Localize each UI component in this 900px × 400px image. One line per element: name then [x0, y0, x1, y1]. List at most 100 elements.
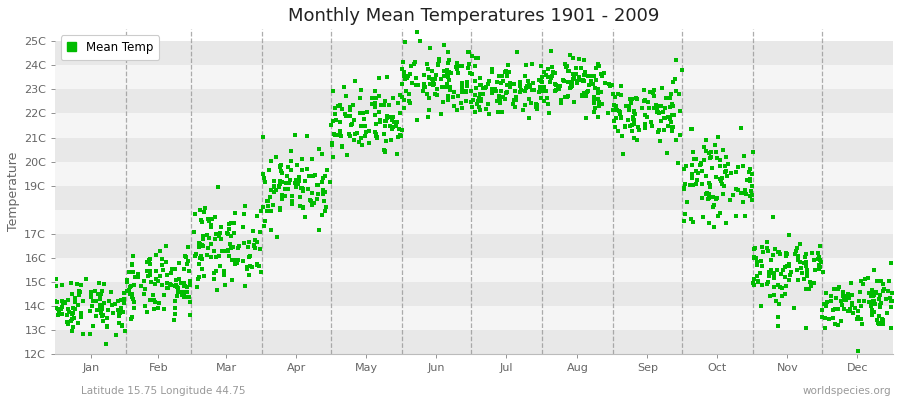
Point [490, 98, 504, 105]
Point [719, 220, 733, 226]
Point [521, 78, 535, 85]
Point [379, 118, 393, 124]
Point [872, 292, 886, 299]
Point [267, 178, 282, 184]
Point [539, 72, 554, 78]
Point [328, 105, 343, 112]
Point [293, 185, 308, 191]
Point [724, 170, 738, 176]
Point [55, 304, 69, 310]
Point [485, 66, 500, 73]
Bar [55, 330, 893, 354]
Point [344, 122, 358, 128]
Point [508, 81, 522, 87]
Point [304, 198, 319, 204]
Point [65, 310, 79, 316]
Point [462, 48, 476, 55]
Point [454, 100, 468, 106]
Point [501, 62, 516, 68]
Point [734, 190, 749, 196]
Point [252, 229, 266, 235]
Point [614, 115, 628, 122]
Point [834, 317, 849, 324]
Point [513, 83, 527, 89]
Point [325, 140, 339, 146]
Point [473, 82, 488, 88]
Point [713, 176, 727, 182]
Point [750, 259, 764, 265]
Point [202, 218, 216, 224]
Point [574, 93, 589, 99]
Point [548, 81, 562, 87]
Point [74, 310, 88, 316]
Point [127, 305, 141, 312]
Point [652, 102, 667, 109]
Point [729, 185, 743, 192]
Point [636, 87, 651, 94]
Point [572, 56, 586, 62]
Point [137, 291, 151, 298]
Point [402, 98, 417, 104]
Point [554, 83, 568, 89]
Point [94, 306, 109, 312]
Point [253, 245, 267, 252]
Point [161, 285, 176, 292]
Point [212, 233, 226, 239]
Point [749, 255, 763, 262]
Point [500, 73, 515, 79]
Point [695, 181, 709, 188]
Point [422, 95, 436, 101]
Point [393, 132, 408, 139]
Point [331, 132, 346, 138]
Point [590, 90, 605, 96]
Point [204, 222, 219, 229]
Point [669, 56, 683, 63]
Point [95, 288, 110, 295]
Point [778, 290, 792, 297]
Point [481, 101, 495, 107]
Point [257, 218, 272, 224]
Point [773, 284, 788, 290]
Point [195, 242, 210, 248]
Point [794, 265, 808, 271]
Point [479, 84, 493, 90]
Point [766, 252, 780, 258]
Point [719, 168, 733, 174]
Point [342, 131, 356, 138]
Point [347, 131, 362, 137]
Point [320, 204, 334, 210]
Point [594, 101, 608, 107]
Point [50, 276, 64, 282]
Bar [55, 210, 893, 234]
Point [873, 302, 887, 308]
Point [522, 96, 536, 102]
Point [488, 86, 502, 92]
Point [284, 148, 298, 154]
Point [240, 266, 255, 272]
Point [536, 84, 551, 90]
Point [618, 103, 633, 109]
Point [482, 111, 497, 117]
Point [824, 298, 839, 304]
Point [867, 292, 881, 298]
Point [164, 282, 178, 289]
Point [250, 262, 265, 268]
Bar [55, 258, 893, 282]
Point [312, 146, 327, 152]
Point [352, 138, 366, 145]
Point [771, 282, 786, 288]
Point [176, 290, 191, 296]
Point [447, 89, 462, 95]
Point [157, 292, 171, 298]
Point [807, 267, 822, 273]
Point [64, 318, 78, 324]
Point [318, 172, 332, 179]
Point [431, 62, 446, 68]
Point [831, 321, 845, 328]
Point [228, 210, 242, 216]
Point [686, 219, 700, 226]
Point [797, 276, 812, 282]
Point [674, 67, 688, 73]
Point [606, 106, 620, 113]
Point [800, 269, 814, 276]
